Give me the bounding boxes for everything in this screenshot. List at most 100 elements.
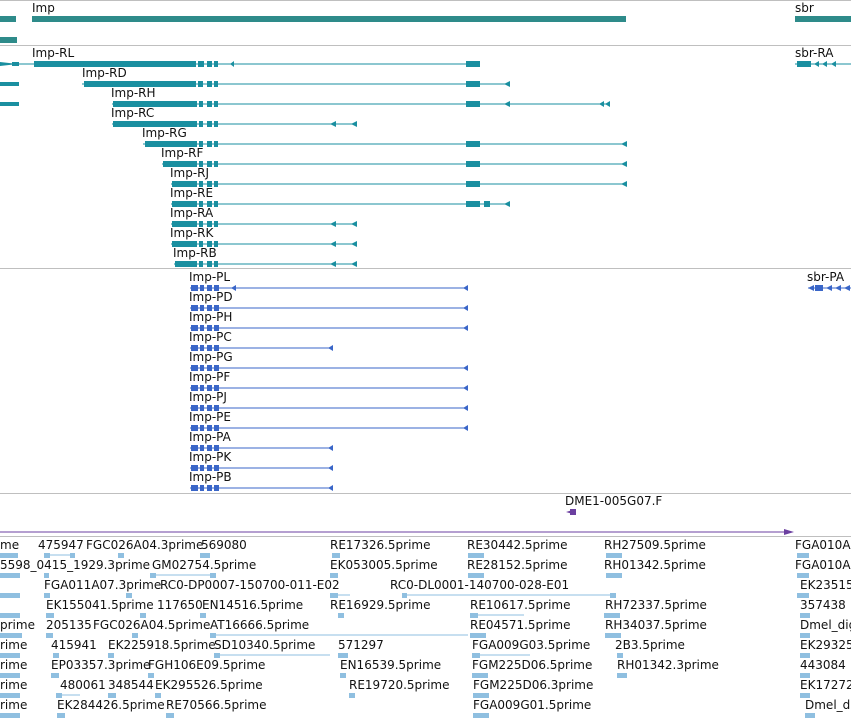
est-label[interactable]: GM02754.5prime [152,558,257,572]
est-label[interactable]: RE17326.5prime [330,538,431,552]
est-label[interactable]: RE16929.5prime [330,598,431,612]
transcript-label[interactable]: Imp-RK [170,226,214,240]
est-label[interactable]: 571297 [338,638,384,652]
est-label[interactable]: EK23515 [800,578,851,592]
est-label[interactable]: EK29325 [800,638,851,652]
track-separator [0,0,851,1]
gene-feature[interactable] [0,37,17,43]
est-label[interactable]: FGA010A [795,538,851,552]
est-label[interactable]: RE70566.5prime [166,698,267,712]
transcript-label[interactable]: Imp-RF [161,146,204,160]
protein-label[interactable]: sbr-PA [807,270,845,284]
gene-feature[interactable] [0,16,16,22]
est-label[interactable]: FGM225D06.5prime [472,658,593,672]
track-separator [0,493,851,494]
clone-label[interactable]: DME1-005G07.F [565,494,663,508]
est-label[interactable]: 348544 [108,678,154,692]
protein-label[interactable]: Imp-PA [189,430,231,444]
est-label[interactable]: Dmel_dig [805,698,851,712]
est-label[interactable]: FGM225D06.3prime [473,678,594,692]
est-label[interactable]: rime [0,638,28,652]
transcript-label[interactable]: Imp-RD [82,66,127,80]
transcript-label[interactable]: sbr-RA [795,46,834,60]
est-label[interactable]: EK284426.5prime [57,698,165,712]
est-label[interactable]: me [0,538,20,552]
gene-feature[interactable] [795,16,851,22]
est-label[interactable]: AT16666.5prime [210,618,310,632]
protein-label[interactable]: Imp-PH [189,310,233,324]
protein-label[interactable]: Imp-PC [189,330,232,344]
transcript-label[interactable]: Imp-RJ [170,166,210,180]
est-label[interactable]: RH01342.3prime [617,658,719,672]
gene-label[interactable]: Imp [32,1,55,15]
est-label[interactable]: RE28152.5prime [467,558,568,572]
est-label[interactable]: 443084 [800,658,846,672]
est-label[interactable]: EK295526.5prime [155,678,263,692]
gene-label[interactable]: sbr [795,1,814,15]
est-label[interactable]: RE10617.5prime [470,598,571,612]
est-label[interactable]: RE04571.5prime [470,618,571,632]
transcript-label[interactable]: Imp-RL [32,46,75,60]
est-label[interactable]: 415941 [51,638,97,652]
transcript-label[interactable]: Imp-RB [173,246,217,260]
est-label[interactable]: RC0-DL0001-140700-028-E01 [390,578,570,592]
est-label[interactable]: RH01342.5prime [604,558,706,572]
est-label[interactable]: EK155041.5prime [46,598,154,612]
track-separator [0,45,851,46]
est-label[interactable]: Dmel_dig [800,618,851,632]
est-label[interactable]: EK17272 [800,678,851,692]
est-label[interactable]: 475947 [38,538,84,552]
gene-feature[interactable] [32,16,626,22]
protein-label[interactable]: Imp-PK [189,450,232,464]
protein-label[interactable]: Imp-PG [189,350,233,364]
est-label[interactable]: 205135 [46,618,92,632]
protein-label[interactable]: Imp-PE [189,410,231,424]
est-label[interactable]: EP03357.3prime [51,658,151,672]
est-label[interactable]: SD10340.5prime [214,638,316,652]
est-label[interactable]: EK053005.5prime [330,558,438,572]
transcript-label[interactable]: Imp-RA [170,206,214,220]
est-label[interactable]: RH27509.5prime [604,538,706,552]
est-label[interactable]: FGA010A [795,558,851,572]
est-label[interactable]: RH72337.5prime [605,598,707,612]
protein-label[interactable]: Imp-PF [189,370,231,384]
protein-label[interactable]: Imp-PJ [189,390,227,404]
est-label[interactable]: rime [0,658,28,672]
est-label[interactable]: EK225918.5prime [108,638,216,652]
est-label[interactable]: RE19720.5prime [349,678,450,692]
protein-label[interactable]: Imp-PL [189,270,231,284]
est-label[interactable]: 480061 [60,678,106,692]
est-label[interactable]: FGA009G03.5prime [472,638,591,652]
est-label[interactable]: RC0-DP0007-150700-011-E02 [160,578,340,592]
transcript-label[interactable]: Imp-RC [111,106,155,120]
est-label[interactable]: EN14516.5prime [202,598,304,612]
est-label[interactable]: RE30442.5prime [467,538,568,552]
est-label[interactable]: FGC026A04.5prime [93,618,211,632]
track-separator [0,536,851,537]
est-label[interactable]: FGC026A04.3prime [86,538,204,552]
est-label[interactable]: prime [0,618,35,632]
est-label[interactable]: 569080 [201,538,247,552]
est-label[interactable]: FGA011A07.3prime [44,578,162,592]
est-label[interactable]: FGA009G01.5prime [473,698,592,712]
est-label[interactable]: FGH106E09.5prime [148,658,266,672]
protein-label[interactable]: Imp-PB [189,470,232,484]
est-label[interactable]: 357438 [800,598,846,612]
est-label[interactable]: 2B3.5prime [615,638,685,652]
protein-label[interactable]: Imp-PD [189,290,233,304]
est-label[interactable]: 5598_0415_1929.3prime [0,558,151,572]
est-label[interactable]: rime [0,678,28,692]
est-label[interactable]: rime [0,698,28,712]
transcript-label[interactable]: Imp-RG [142,126,187,140]
transcript-label[interactable]: Imp-RH [111,86,156,100]
est-label[interactable]: EN16539.5prime [340,658,442,672]
est-label[interactable]: 117650 [157,598,203,612]
track-separator [0,268,851,269]
transcript-label[interactable]: Imp-RE [170,186,214,200]
est-label[interactable]: RH34037.5prime [605,618,707,632]
